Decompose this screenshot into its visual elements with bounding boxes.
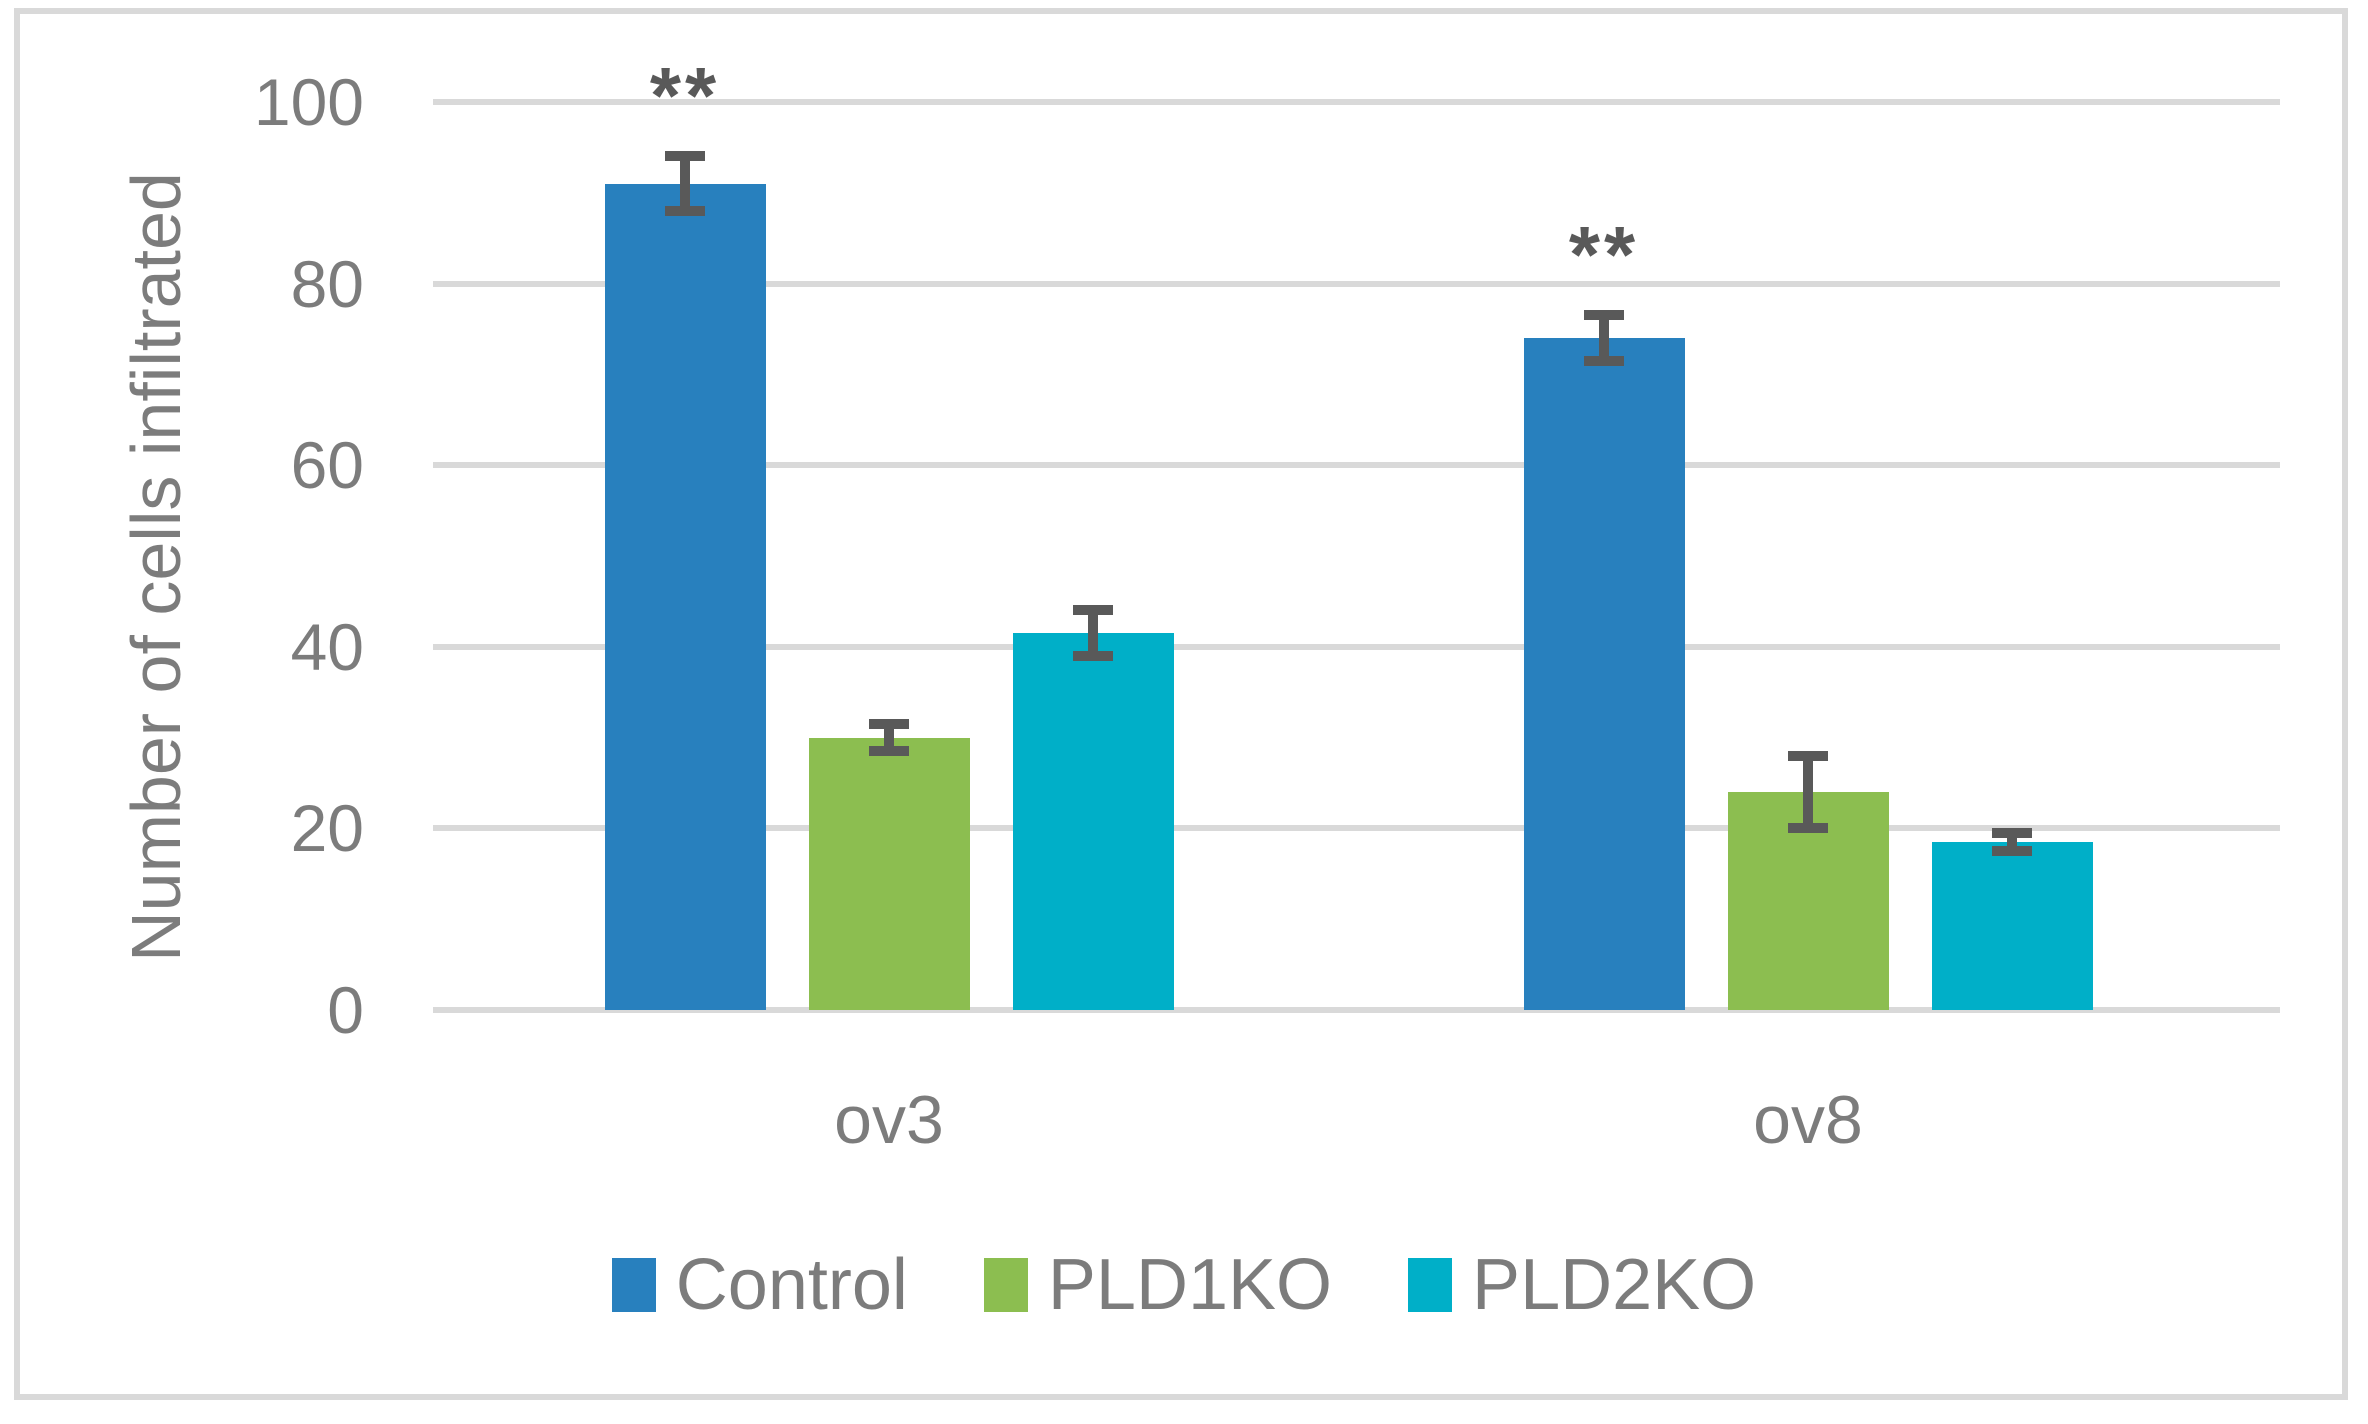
legend: Control PLD1KO PLD2KO [0, 1243, 2368, 1327]
error-bar-stem-pld2ko-ov3 [1088, 610, 1098, 656]
error-bar-cap-bottom-control-ov3 [665, 205, 705, 216]
significance-annotation-ov8: ** [1568, 210, 1640, 300]
gridline-0 [433, 1007, 2280, 1013]
error-bar-cap-top-control-ov8 [1584, 310, 1624, 321]
gridline-60 [433, 462, 2280, 469]
y-tick-label-80: 80 [290, 246, 364, 321]
gridline-40 [433, 643, 2280, 650]
legend-swatch-pld1ko [983, 1258, 1028, 1312]
bar-control-ov3 [604, 183, 766, 1010]
legend-label-pld2ko: PLD2KO [1472, 1245, 1757, 1325]
error-bar-cap-bottom-pld1ko-ov8 [1788, 823, 1828, 834]
figure-border [14, 8, 2348, 1400]
legend-swatch-control [611, 1258, 656, 1312]
y-tick-label-0: 0 [327, 973, 364, 1047]
error-bar-cap-top-pld1ko-ov3 [869, 718, 909, 729]
gridline-80 [433, 280, 2280, 287]
error-bar-stem-pld2ko-ov8 [2007, 832, 2017, 852]
legend-item-pld1ko: PLD1KO [983, 1243, 1333, 1327]
significance-annotation-ov3: ** [649, 51, 721, 141]
gridline-100 [433, 99, 2280, 105]
y-tick-label-40: 40 [290, 609, 364, 684]
y-tick-label-100: 100 [253, 65, 364, 139]
bar-control-ov8 [1523, 338, 1685, 1010]
y-tick-label-60: 60 [290, 428, 364, 503]
error-bar-cap-bottom-pld2ko-ov8 [1992, 846, 2032, 857]
error-bar-stem-control-ov8 [1599, 315, 1609, 361]
error-bar-cap-top-control-ov3 [665, 151, 705, 162]
legend-item-pld2ko: PLD2KO [1408, 1243, 1756, 1327]
bar-pld2ko-ov3 [1012, 633, 1174, 1010]
error-bar-cap-top-pld2ko-ov3 [1073, 605, 1113, 616]
error-bar-stem-pld1ko-ov8 [1803, 755, 1813, 829]
x-axis-label-ov8: ov8 [1753, 1082, 1863, 1158]
error-bar-stem-pld1ko-ov3 [884, 723, 894, 752]
bar-pld1ko-ov3 [808, 737, 970, 1010]
y-tick-label-20: 20 [290, 791, 364, 866]
error-bar-cap-top-pld1ko-ov8 [1788, 750, 1828, 761]
error-bar-cap-top-pld2ko-ov8 [1992, 827, 2032, 838]
error-bar-stem-control-ov3 [680, 156, 690, 211]
legend-item-control: Control [611, 1243, 908, 1327]
legend-swatch-pld2ko [1408, 1258, 1453, 1312]
legend-label-control: Control [675, 1245, 908, 1325]
y-axis-title: Number of cells infiltrated [117, 172, 195, 962]
error-bar-cap-bottom-control-ov8 [1584, 355, 1624, 366]
bar-pld2ko-ov8 [1931, 842, 2093, 1010]
error-bar-cap-bottom-pld1ko-ov3 [869, 746, 909, 757]
gridline-20 [433, 825, 2280, 832]
legend-label-pld1ko: PLD1KO [1047, 1245, 1333, 1325]
x-axis-label-ov3: ov3 [834, 1082, 944, 1158]
error-bar-cap-bottom-pld2ko-ov3 [1073, 650, 1113, 661]
